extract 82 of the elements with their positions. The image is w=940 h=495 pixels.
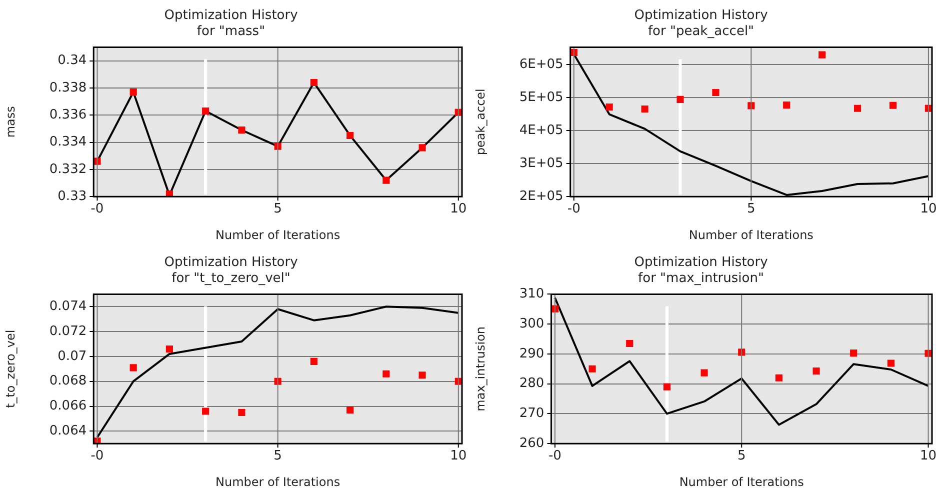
x-tick-label: 10 (920, 201, 937, 216)
point (418, 144, 426, 152)
point (854, 104, 862, 112)
y-tick-label: 280 (519, 376, 544, 392)
point (663, 383, 670, 390)
point (130, 364, 137, 372)
y-tick-label: 300 (519, 316, 544, 332)
point (310, 358, 318, 365)
y-tick-label: 0.33 (58, 188, 87, 204)
chart-title: Optimization History (634, 255, 768, 270)
point (166, 345, 173, 353)
point (712, 88, 720, 96)
point (818, 51, 826, 58)
y-tick-label: 0.064 (49, 424, 87, 439)
y-tick-label: 0.07 (58, 348, 87, 364)
y-tick-label: 0.336 (49, 107, 87, 122)
point (346, 406, 354, 414)
chart-subtitle: for "peak_accel" (648, 24, 754, 39)
chart-title: Optimization History (164, 8, 298, 24)
point (130, 88, 137, 96)
y-tick-label: 290 (519, 346, 544, 362)
y-tick-label: 270 (519, 406, 544, 422)
point (238, 126, 246, 134)
chart-subtitle: for "mass" (196, 24, 266, 39)
point (606, 103, 613, 111)
y-axis-title: peak_accel (473, 88, 488, 156)
y-tick-label: 0.334 (49, 134, 87, 150)
x-axis-title: Number of Iterations (216, 474, 340, 489)
x-tick-label: -0 (90, 448, 104, 464)
x-tick-label: 10 (450, 201, 467, 216)
y-tick-label: 0.332 (49, 162, 87, 177)
y-axis-title: t_to_zero_vel (3, 330, 18, 408)
x-tick-label: 10 (920, 448, 937, 464)
point (850, 350, 858, 357)
point (382, 176, 390, 184)
chart-subtitle: for "max_intrusion" (638, 270, 764, 286)
point (202, 408, 210, 415)
y-tick-label: 3E+05 (519, 156, 564, 171)
point (812, 367, 820, 375)
point (418, 372, 426, 379)
x-tick-label: 5 (737, 448, 746, 464)
point (700, 369, 708, 376)
chart-title: Optimization History (634, 8, 768, 24)
x-tick-label: -0 (567, 201, 580, 216)
point (238, 408, 246, 416)
y-axis-title: max_intrusion (473, 326, 488, 412)
point (641, 105, 648, 113)
point (310, 78, 318, 86)
point (382, 370, 390, 378)
point (889, 102, 897, 109)
y-tick-label: 0.072 (49, 324, 87, 339)
x-axis-title: Number of Iterations (688, 228, 814, 242)
point (783, 102, 790, 109)
x-tick-label: 5 (274, 448, 282, 464)
chart-subtitle: for "t_to_zero_vel" (172, 270, 290, 286)
y-tick-label: 0.068 (49, 374, 87, 389)
x-tick-label: -0 (548, 448, 562, 464)
x-tick-label: 5 (747, 201, 756, 216)
y-tick-label: 2E+05 (519, 188, 564, 204)
x-tick-label: -0 (90, 201, 104, 216)
point (346, 132, 354, 140)
point (588, 365, 596, 372)
y-tick-label: 0.34 (58, 53, 87, 68)
x-axis-title: Number of Iterations (679, 474, 804, 489)
x-tick-label: 5 (274, 201, 282, 216)
point (676, 96, 684, 103)
y-tick-label: 0.074 (49, 299, 87, 314)
y-tick-label: 260 (519, 436, 544, 451)
y-tick-label: 310 (519, 286, 544, 302)
y-tick-label: 0.338 (49, 80, 87, 96)
y-axis-title: mass (3, 106, 18, 138)
point (626, 340, 634, 348)
y-tick-label: 5E+05 (519, 90, 564, 105)
y-tick-label: 0.066 (49, 398, 87, 414)
y-tick-label: 4E+05 (519, 122, 564, 138)
point (775, 374, 782, 382)
y-tick-label: 6E+05 (519, 56, 564, 72)
x-axis-title: Number of Iterations (216, 228, 340, 242)
x-tick-label: 10 (450, 448, 467, 464)
point (887, 360, 894, 367)
chart-title: Optimization History (164, 255, 298, 270)
point (202, 108, 210, 115)
